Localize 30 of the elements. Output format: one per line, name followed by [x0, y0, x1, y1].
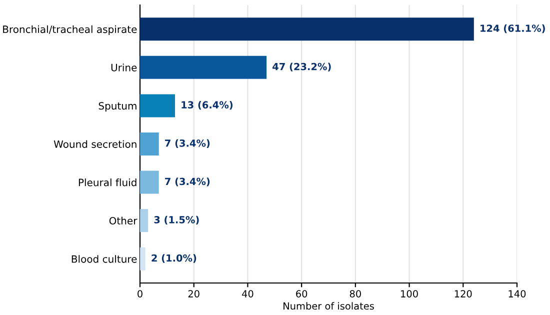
data-label: 124 (61.1%): [480, 24, 545, 34]
data-label: 13 (6.4%): [182, 101, 232, 110]
x-tick-label: 80: [350, 290, 361, 298]
x-tick-label: 120: [454, 290, 472, 298]
y-tick-label: Other: [109, 216, 138, 225]
data-label: 3 (1.5%): [154, 216, 199, 225]
x-axis-title: Number of isolates: [284, 302, 374, 310]
data-label: 7 (3.4%): [165, 139, 210, 148]
data-label: 2 (1.0%): [152, 254, 196, 263]
bar: [140, 56, 267, 79]
data-label: 7 (3.4%): [165, 178, 210, 186]
y-tick-label: Sputum: [98, 102, 136, 112]
x-tick-label: 20: [188, 290, 200, 298]
bar: [140, 18, 474, 41]
y-tick-label: Pleural fluid: [78, 178, 136, 186]
y-tick-label: Blood culture: [72, 255, 137, 263]
x-tick-label: 140: [508, 290, 526, 298]
bar: [140, 209, 148, 232]
x-tick-label: 40: [242, 290, 254, 298]
bar: [140, 170, 159, 194]
bar: [140, 94, 176, 118]
y-tick-label: Bronchial/tracheal aspirate: [3, 25, 137, 36]
x-tick-label: 100: [401, 290, 418, 298]
x-tick-label: 0: [138, 290, 142, 298]
data-label: 47 (23.2%): [272, 62, 331, 72]
bar: [140, 247, 146, 270]
bar: [140, 132, 159, 156]
y-tick-label: Urine: [111, 64, 137, 72]
x-tick-label: 60: [296, 290, 308, 298]
y-tick-label: Wound secretion: [54, 140, 136, 148]
